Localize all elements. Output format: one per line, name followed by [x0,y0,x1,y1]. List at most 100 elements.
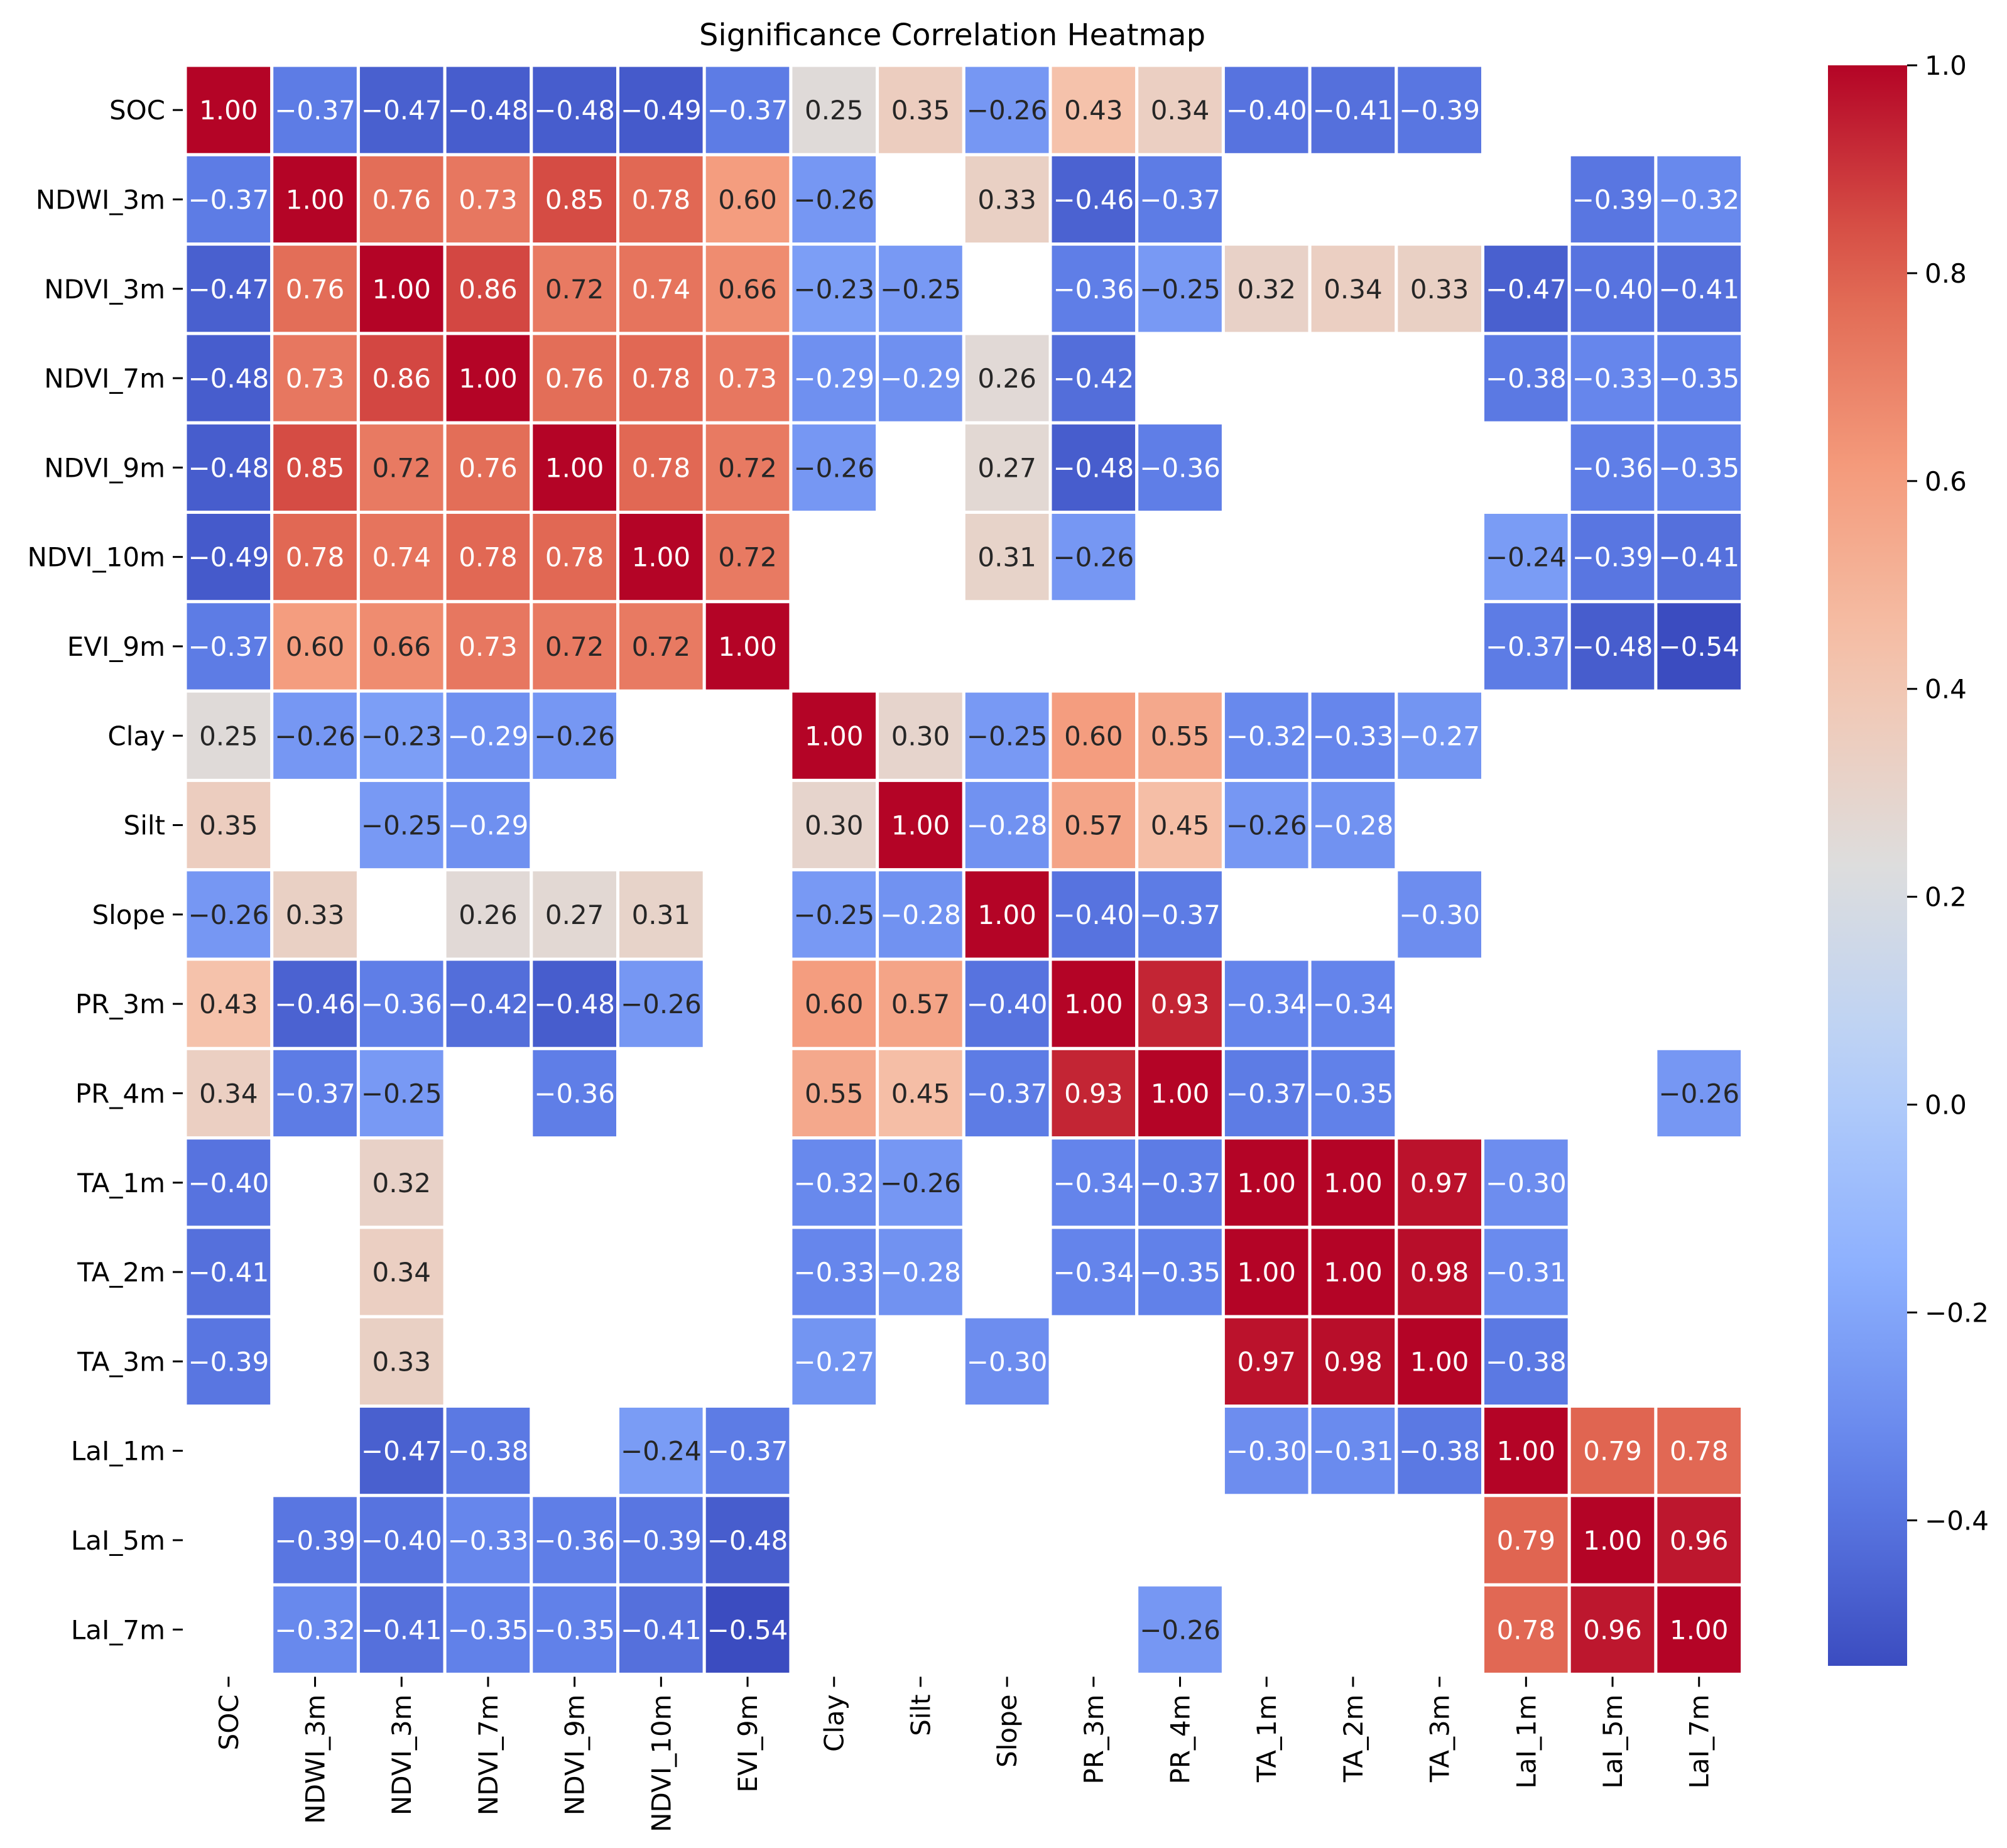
cell-value-label: 0.78 [1670,1436,1729,1467]
heatmap-cell [1135,421,1225,514]
heatmap-cell [270,868,360,961]
cell-value-label: −0.40 [1572,274,1653,305]
cell-value-label: −0.36 [1572,452,1653,483]
colorbar-tick-label: −0.4 [1925,1505,1989,1536]
cell-value-label: −0.40 [361,1525,442,1556]
cell-value-label: 0.76 [545,363,604,394]
heatmap-cell [1308,63,1398,156]
cell-value-label: −0.41 [361,1614,442,1645]
heatmap-cell [702,511,793,604]
cell-value-label: −0.41 [188,1257,269,1288]
heatmap-cell [1654,1583,1744,1676]
cell-value-label: 1.00 [977,900,1036,930]
y-tick-label: SOC [109,95,165,126]
heatmap-cell [789,332,879,425]
cell-value-label: −0.48 [534,989,615,1019]
heatmap-cell [1481,1226,1571,1318]
cell-value-label: −0.35 [534,1614,615,1645]
x-tick-label: Clay [819,1694,850,1752]
cell-value-label: 0.26 [977,363,1036,394]
cell-value-label: −0.39 [1572,184,1653,215]
cell-value-label: −0.28 [880,900,961,930]
heatmap-cell [443,868,533,961]
cell-value-label: −0.26 [1139,1614,1221,1645]
heatmap-cell [789,63,879,156]
cell-value-label: 1.00 [372,274,431,305]
heatmap-cell [1135,1583,1225,1676]
cell-value-label: −0.37 [967,1078,1048,1109]
heatmap-cell [356,1583,447,1676]
heatmap-cell [789,1315,879,1408]
y-tick-label: NDVI_10m [28,542,166,573]
cell-value-label: 0.72 [632,631,691,662]
cell-value-label: 0.98 [1410,1257,1469,1288]
cell-value-label: −0.29 [880,363,961,394]
x-tick-label: TA_1m [1251,1694,1282,1783]
cell-value-label: 0.33 [1410,274,1469,305]
cell-value-label: −0.38 [1486,1346,1567,1377]
cell-value-label: −0.25 [793,900,874,930]
cell-value-label: 0.66 [718,274,777,305]
heatmap-cell [1221,242,1312,335]
heatmap-cell [1048,421,1139,514]
cell-value-label: −0.39 [1399,95,1480,126]
heatmap-cell [1135,778,1225,872]
cell-value-label: −0.35 [448,1614,529,1645]
x-tick-label: PR_3m [1079,1694,1109,1784]
cell-value-label: −0.39 [188,1346,269,1377]
cell-value-label: 0.60 [718,184,777,215]
cell-value-label: −0.29 [793,363,874,394]
cell-value-label: −0.27 [1399,720,1480,751]
heatmap-cell [443,511,533,604]
x-tick-label: SOC [214,1694,244,1750]
cell-value-label: −0.34 [1226,989,1307,1019]
heatmap-cell [962,1046,1052,1140]
cell-value-label: 0.73 [718,363,777,394]
heatmap-cell [530,689,619,782]
cell-value-label: −0.26 [534,720,615,751]
heatmap-cell [1567,1494,1658,1587]
cell-value-label: −0.54 [1658,631,1739,662]
cell-value-label: 0.72 [372,452,431,483]
heatmap-cell [1048,511,1139,604]
heatmap-cell [183,332,274,425]
cell-value-label: 1.00 [1064,989,1123,1019]
heatmap-cell [183,1046,274,1140]
heatmap-cell [1567,600,1658,693]
cell-value-label: −0.37 [1139,900,1221,930]
cell-value-label: 0.72 [545,274,604,305]
cell-value-label: −0.38 [1399,1436,1480,1467]
cell-value-label: −0.37 [188,184,269,215]
cell-value-label: −0.48 [1572,631,1653,662]
x-tick-label: TA_2m [1338,1694,1369,1783]
cell-value-label: 0.72 [545,631,604,662]
heatmap-cell [530,1494,619,1587]
cell-value-label: −0.42 [448,989,529,1019]
cell-value-label: 0.33 [372,1346,431,1377]
cell-value-label: 0.32 [1237,274,1296,305]
heatmap-cell [1654,1046,1744,1140]
cell-value-label: −0.33 [1313,720,1394,751]
cell-value-label: −0.23 [361,720,442,751]
heatmap-cell [1048,868,1139,961]
cell-value-label: 0.78 [545,542,604,573]
chart-title: Significance Correlation Heatmap [699,18,1205,53]
cell-value-label: −0.37 [1139,184,1221,215]
heatmap-cell [789,421,879,514]
heatmap-cell [1308,1405,1398,1497]
heatmap-cell [183,511,274,604]
cell-value-label: 0.98 [1324,1346,1383,1377]
colorbar-tick-label: 0.6 [1925,466,1967,497]
heatmap-cell [1654,1405,1744,1497]
heatmap-cell [1135,153,1225,246]
x-tick-label: LaI_7m [1684,1694,1715,1788]
heatmap-cell [789,1226,879,1318]
cell-value-label: −0.40 [967,989,1048,1019]
cell-value-label: −0.46 [275,989,356,1019]
y-axis-ticks: SOC NDWI_3m NDVI_3m NDVI_7m NDVI_9m NDVI_10m E… [28,95,183,1645]
cell-value-label: 1.00 [1583,1525,1642,1556]
x-tick-label: TA_3m [1425,1694,1455,1783]
heatmap-cell [270,689,360,782]
cell-value-label: −0.33 [448,1525,529,1556]
heatmap-cell [616,153,706,246]
